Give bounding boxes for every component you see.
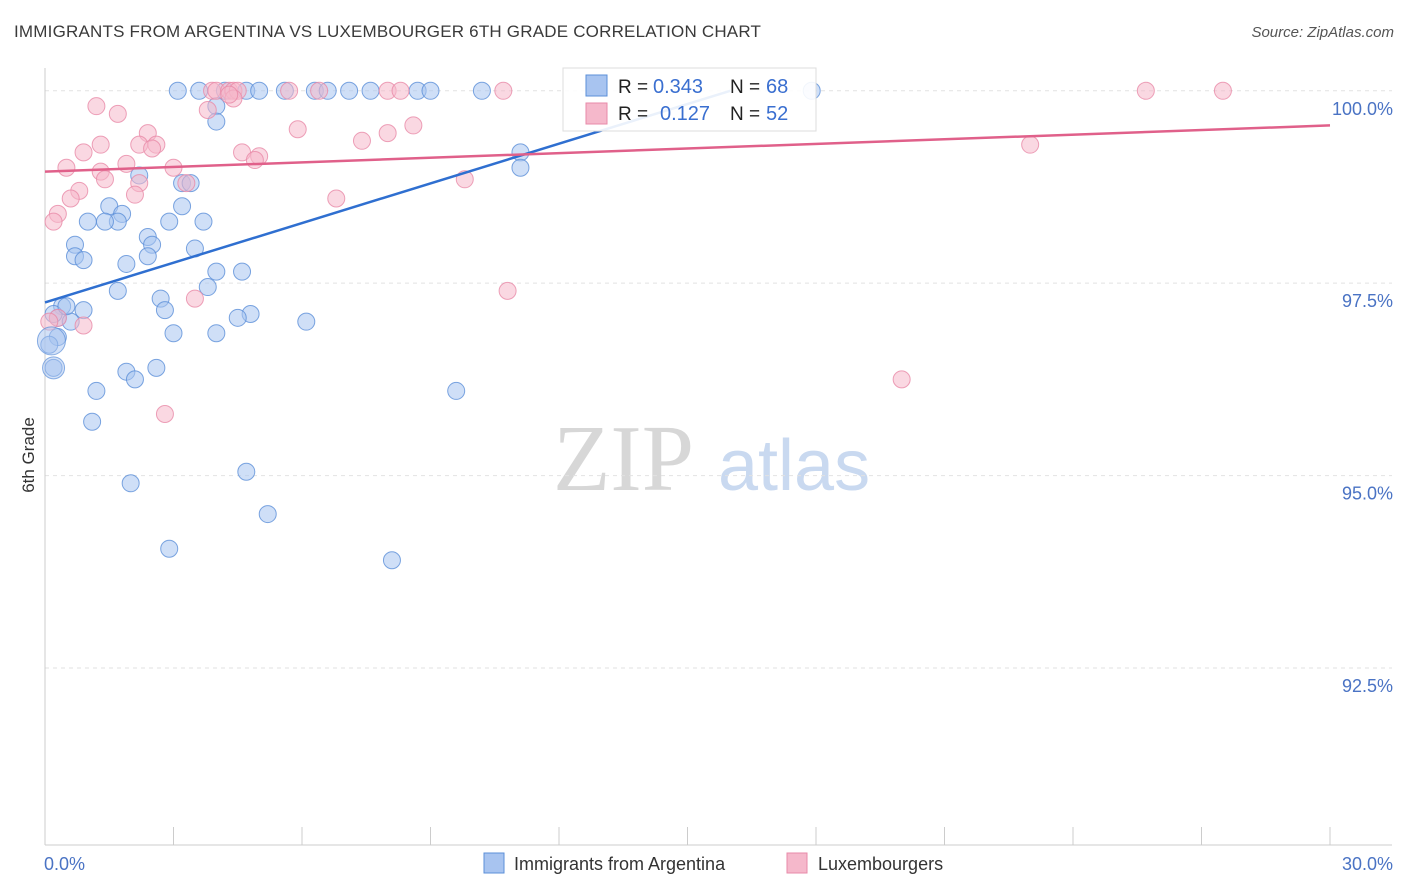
point-luxembourgers	[280, 81, 299, 100]
point-luxembourgers	[288, 120, 307, 139]
point-luxembourgers	[143, 139, 162, 158]
point-luxembourgers	[177, 174, 196, 193]
point-luxembourgers	[91, 135, 110, 154]
point-luxembourgers	[352, 131, 371, 150]
watermark-zip: ZIP	[553, 407, 694, 511]
x-tick-label: 30.0%	[1342, 854, 1393, 874]
bottom-legend-swatch-argentina	[483, 852, 505, 874]
bottom-legend-label-luxembourgers: Luxembourgers	[818, 854, 943, 874]
point-argentina	[138, 247, 157, 266]
point-argentina	[160, 212, 179, 231]
legend-n-value-1: 68	[766, 76, 788, 98]
point-luxembourgers	[74, 316, 93, 335]
point-argentina	[95, 212, 114, 231]
trendline-luxembourgers	[44, 124, 1331, 173]
point-argentina	[83, 412, 102, 431]
point-argentina	[155, 301, 174, 320]
legend-n-label-1: N =	[730, 77, 760, 98]
point-argentina	[147, 358, 166, 377]
y-tick-label: 95.0%	[1342, 484, 1393, 504]
stats-legend: R = 0.343 N = 68 R = 0.127 N = 52	[562, 67, 817, 132]
point-luxembourgers	[1213, 81, 1232, 100]
point-argentina	[511, 158, 530, 177]
point-luxembourgers	[87, 97, 106, 116]
point-luxembourgers	[185, 289, 204, 308]
point-luxembourgers	[95, 170, 114, 189]
y-tick-label: 92.5%	[1342, 676, 1393, 696]
legend-swatch-argentina	[585, 74, 608, 97]
point-luxembourgers	[44, 212, 63, 231]
point-argentina	[250, 81, 269, 100]
point-luxembourgers	[220, 85, 239, 104]
point-argentina	[87, 381, 106, 400]
legend-n-label-2: N =	[730, 104, 760, 125]
x-tick-label: 0.0%	[44, 854, 85, 874]
point-argentina	[421, 81, 440, 100]
point-luxembourgers	[1136, 81, 1155, 100]
axes: 92.5% 95.0% 97.5% 100.0% 0.0% 30.0%	[44, 68, 1393, 874]
point-argentina	[173, 197, 192, 216]
point-argentina	[472, 81, 491, 100]
legend-r-value-1: 0.343	[653, 76, 703, 98]
point-luxembourgers	[498, 281, 517, 300]
legend-n-value-2: 52	[766, 103, 788, 125]
point-argentina	[207, 324, 226, 343]
legend-r-label-1: R =	[618, 77, 648, 98]
legend-r-value-2: 0.127	[660, 103, 710, 125]
point-luxembourgers	[404, 116, 423, 135]
point-argentina	[121, 474, 140, 493]
bottom-legend-swatch-luxembourgers	[786, 852, 808, 874]
point-argentina	[297, 312, 316, 331]
bottom-legend-label-argentina: Immigrants from Argentina	[514, 854, 726, 874]
point-luxembourgers	[125, 185, 144, 204]
point-argentina	[78, 212, 97, 231]
chart-title: IMMIGRANTS FROM ARGENTINA VS LUXEMBOURGE…	[14, 22, 762, 41]
y-axis-title: 6th Grade	[19, 417, 38, 493]
point-luxembourgers	[1021, 135, 1040, 154]
point-argentina	[228, 308, 247, 327]
bottom-legend: Immigrants from Argentina Luxembourgers	[483, 852, 943, 874]
point-argentina	[36, 326, 66, 356]
point-argentina	[207, 262, 226, 281]
data-points	[36, 81, 1232, 570]
legend-swatch-luxembourgers	[585, 102, 608, 125]
point-argentina	[160, 539, 179, 558]
point-argentina	[233, 262, 252, 281]
point-luxembourgers	[327, 189, 346, 208]
point-luxembourgers	[108, 104, 127, 123]
point-luxembourgers	[61, 189, 80, 208]
point-argentina	[42, 356, 66, 380]
y-tick-label: 100.0%	[1332, 99, 1393, 119]
point-argentina	[258, 505, 277, 524]
point-argentina	[361, 81, 380, 100]
point-argentina	[108, 281, 127, 300]
point-luxembourgers	[391, 81, 410, 100]
gridlines	[45, 90, 1392, 669]
point-argentina	[194, 212, 213, 231]
point-luxembourgers	[198, 101, 217, 120]
point-luxembourgers	[155, 405, 174, 424]
point-luxembourgers	[378, 124, 397, 143]
point-argentina	[237, 462, 256, 481]
point-luxembourgers	[310, 81, 329, 100]
legend-r-label-2: R =	[618, 104, 648, 125]
source-label: Source: ZipAtlas.com	[1251, 24, 1394, 41]
point-argentina	[74, 251, 93, 270]
point-luxembourgers	[74, 143, 93, 162]
point-argentina	[340, 81, 359, 100]
point-argentina	[117, 254, 136, 273]
point-argentina	[447, 381, 466, 400]
point-argentina	[168, 81, 187, 100]
point-luxembourgers	[494, 81, 513, 100]
point-luxembourgers	[57, 158, 76, 177]
point-argentina	[164, 324, 183, 343]
y-tick-label: 97.5%	[1342, 291, 1393, 311]
point-luxembourgers	[892, 370, 911, 389]
point-luxembourgers	[245, 151, 264, 170]
point-argentina	[125, 370, 144, 389]
point-argentina	[198, 278, 217, 297]
point-argentina	[382, 551, 401, 570]
watermark-atlas: atlas	[718, 426, 870, 506]
